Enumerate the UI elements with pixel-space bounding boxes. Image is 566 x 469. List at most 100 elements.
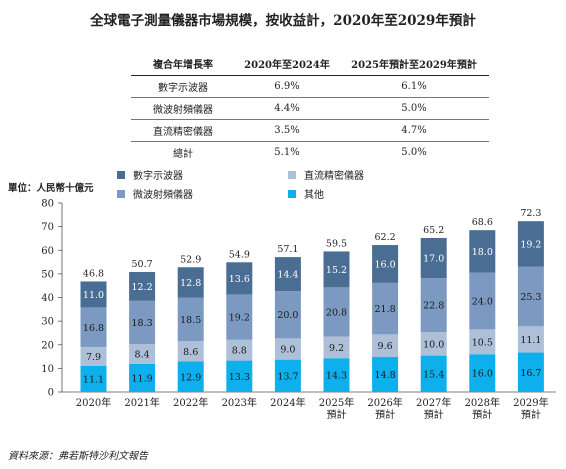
bar-value-label: 11.9 xyxy=(132,373,153,384)
bar-total-label: 57.1 xyxy=(277,244,298,255)
bar-total-label: 65.2 xyxy=(423,225,444,236)
bar-value-label: 9.6 xyxy=(378,341,393,352)
cagr-row-name: 直流精密儀器 xyxy=(131,119,235,142)
y-tick-label: 0 xyxy=(48,388,54,399)
cagr-header-period1: 2020年至2024年 xyxy=(235,54,339,76)
bar-segment xyxy=(129,344,156,364)
legend-item: 直流精密儀器 xyxy=(288,167,364,182)
bar-value-label: 8.8 xyxy=(232,346,247,357)
bar-value-label: 19.2 xyxy=(520,239,541,250)
bar-segment xyxy=(323,358,350,392)
cagr-row-total: 總計 5.1% 5.0% xyxy=(131,142,489,164)
legend-item: 微波射頻儀器 xyxy=(117,186,193,201)
x-tick-label: 2023年 xyxy=(222,396,257,409)
bar-value-label: 16.7 xyxy=(520,368,541,379)
bar-segment xyxy=(226,339,253,361)
bar-value-label: 14.3 xyxy=(326,371,347,382)
legend-swatch xyxy=(288,189,296,198)
bar-segment xyxy=(469,329,496,355)
x-tick-label: 2024年 xyxy=(270,396,305,409)
bar-total-label: 54.9 xyxy=(229,249,250,260)
bar-segment xyxy=(80,281,107,308)
bar-total-label: 50.7 xyxy=(132,259,153,270)
bar-segment xyxy=(517,352,544,392)
bar-total-label: 46.8 xyxy=(83,268,104,279)
x-tick-label: 預計 xyxy=(424,408,444,421)
legend-label: 直流精密儀器 xyxy=(304,171,364,182)
bar-segment xyxy=(372,357,399,392)
bar-value-label: 17.0 xyxy=(423,254,444,265)
bar-value-label: 13.3 xyxy=(229,372,250,383)
bar-value-label: 20.8 xyxy=(326,307,347,318)
bar-total-label: 68.6 xyxy=(472,217,493,228)
cagr-header-period2: 2025年預計至2029年預計 xyxy=(339,54,489,76)
bar-value-label: 22.8 xyxy=(423,301,444,312)
legend-swatch xyxy=(117,170,125,179)
cagr-header-label: 複合年增長率 xyxy=(131,54,235,76)
bar-total-label: 72.3 xyxy=(520,208,541,219)
bar-segment xyxy=(226,262,253,295)
y-tick-label: 10 xyxy=(41,364,54,375)
bar-value-label: 15.4 xyxy=(423,369,444,380)
bar-segment xyxy=(372,245,399,283)
bar-segment xyxy=(129,271,156,301)
bar-segment xyxy=(420,237,447,279)
x-tick-label: 預計 xyxy=(521,408,541,421)
bar-value-label: 9.2 xyxy=(329,343,344,354)
y-tick-label: 80 xyxy=(41,199,54,210)
bar-segment xyxy=(517,221,544,267)
source-note: 資料來源：弗若斯特沙利文報告 xyxy=(8,451,148,462)
bar-segment xyxy=(274,291,301,339)
cagr-row-value-a: 5.1% xyxy=(274,147,300,158)
x-tick-label: 2020年 xyxy=(76,396,111,409)
bar-value-label: 16.8 xyxy=(83,323,104,334)
bar-value-label: 12.8 xyxy=(180,278,201,289)
bar-value-label: 21.8 xyxy=(375,304,396,315)
bar-value-label: 13.7 xyxy=(277,371,298,382)
cagr-row-name: 總計 xyxy=(173,149,193,160)
bar-segment xyxy=(323,251,350,288)
cagr-row: 直流精密儀器 3.5% 4.7% xyxy=(131,119,489,142)
y-tick-label: 30 xyxy=(41,317,54,328)
bar-total-label: 52.9 xyxy=(180,254,201,265)
bar-segment xyxy=(177,267,204,298)
cagr-row-name: 微波射頻儀器 xyxy=(131,97,235,120)
bar-total-label: 59.5 xyxy=(326,238,347,249)
bar-value-label: 18.0 xyxy=(472,247,493,258)
bar-value-label: 14.4 xyxy=(277,270,298,281)
x-tick-label: 2026年 xyxy=(367,396,402,409)
bar-segment xyxy=(177,341,204,362)
x-tick-label: 預計 xyxy=(472,408,492,421)
bar-value-label: 16.0 xyxy=(472,369,493,380)
bar-value-label: 11.1 xyxy=(520,335,541,346)
legend-swatch xyxy=(288,170,296,179)
unit-label: 單位：人民幣十億元 xyxy=(8,183,94,194)
bar-value-label: 15.2 xyxy=(326,265,347,276)
cagr-table: 複合年增長率 2020年至2024年 2025年預計至2029年預計 數字示波器… xyxy=(131,54,489,163)
cagr-row: 數字示波器 6.9% 6.1% xyxy=(131,75,489,98)
bar-value-label: 24.0 xyxy=(472,297,493,308)
bar-value-label: 14.8 xyxy=(375,370,396,381)
x-tick-label: 2027年 xyxy=(416,396,451,409)
bar-segment xyxy=(177,361,204,392)
bar-value-label: 10.5 xyxy=(472,337,493,348)
bar-segment xyxy=(274,338,301,360)
x-tick-label: 2022年 xyxy=(173,396,208,409)
bar-value-label: 9.0 xyxy=(280,345,295,356)
cagr-row-value-a: 3.5% xyxy=(235,119,339,142)
bar-segment xyxy=(274,257,301,292)
y-tick-label: 20 xyxy=(41,340,54,351)
bar-value-label: 16.0 xyxy=(375,259,396,270)
bar-segment xyxy=(372,282,399,335)
x-tick-label: 2025年 xyxy=(319,396,354,409)
x-tick-label: 2029年 xyxy=(513,396,548,409)
bar-segment xyxy=(80,307,107,348)
bar-value-label: 7.9 xyxy=(86,352,101,363)
cagr-header-row: 複合年增長率 2020年至2024年 2025年預計至2029年預計 xyxy=(131,54,489,76)
x-tick-label: 2021年 xyxy=(124,396,159,409)
y-tick-label: 60 xyxy=(41,246,54,257)
bar-value-label: 18.5 xyxy=(180,315,201,326)
bar-segment xyxy=(517,266,544,327)
bar-segment xyxy=(420,331,447,356)
bar-value-label: 10.0 xyxy=(423,339,444,350)
